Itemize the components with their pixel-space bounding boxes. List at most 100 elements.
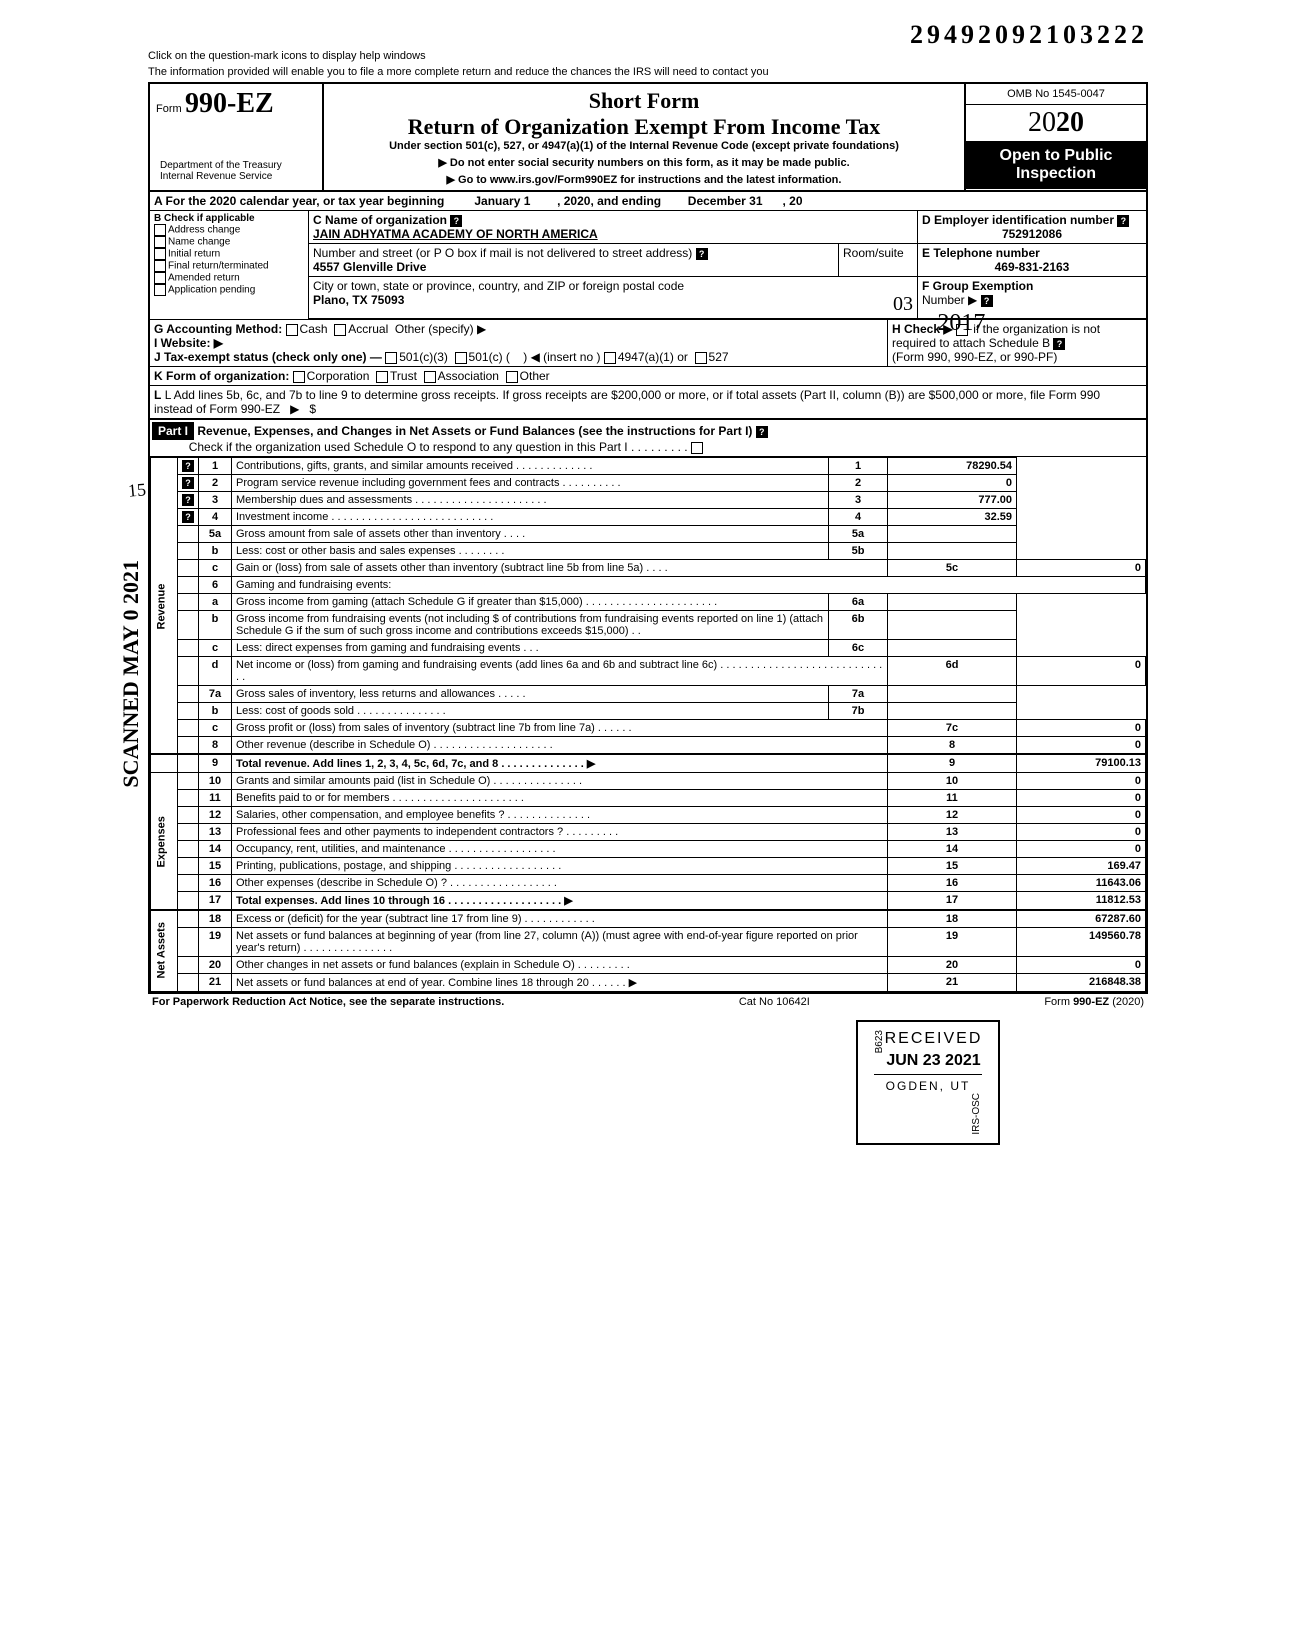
year-prefix: 20 <box>1028 107 1056 138</box>
chk-assoc[interactable] <box>424 371 436 383</box>
vert-expenses: Expenses <box>151 773 178 911</box>
ln6a-t: Gross income from gaming (attach Schedul… <box>236 596 717 608</box>
chk-schedule-o[interactable] <box>691 442 703 454</box>
b-opt-3: Final return/terminated <box>168 261 269 272</box>
open-public-2: Inspection <box>970 165 1142 183</box>
ln9-amt: 79100.13 <box>1017 754 1146 773</box>
chk-501c3[interactable] <box>385 352 397 364</box>
l-arrow: ▶ <box>290 402 299 416</box>
ln1-t: Contributions, gifts, grants, and simila… <box>232 458 829 475</box>
chk-501c[interactable] <box>455 352 467 364</box>
ln4-rn: 4 <box>829 509 888 526</box>
ln2-rn: 2 <box>829 475 888 492</box>
line-a-mid: , 2020, and ending <box>557 194 661 208</box>
ln2-n: 2 <box>199 475 232 492</box>
form-number: 990-EZ <box>185 88 274 119</box>
chk-trust[interactable] <box>376 371 388 383</box>
ln17-rn: 17 <box>888 892 1017 911</box>
help-icon[interactable]: ? <box>182 477 194 489</box>
city-label: City or town, state or province, country… <box>313 279 684 293</box>
ln11-amt: 0 <box>1017 790 1146 807</box>
end-year: , 20 <box>783 194 803 208</box>
ln17-n: 17 <box>199 892 232 911</box>
ln17-t: Total expenses. Add lines 10 through 16 … <box>232 892 888 911</box>
chk-amended[interactable] <box>154 272 166 284</box>
chk-cash[interactable] <box>286 324 298 336</box>
ssn-warning: ▶ Do not enter social security numbers o… <box>328 156 960 169</box>
ln16-n: 16 <box>199 875 232 892</box>
chk-name-change[interactable] <box>154 236 166 248</box>
ln13-rn: 13 <box>888 824 1017 841</box>
chk-pending[interactable] <box>154 284 166 296</box>
chk-corp[interactable] <box>293 371 305 383</box>
k-corp: Corporation <box>307 369 370 383</box>
chk-4947[interactable] <box>604 352 616 364</box>
street: 4557 Glenville Drive <box>313 260 426 274</box>
chk-initial[interactable] <box>154 248 166 260</box>
ln5c-t: Gain or (loss) from sale of assets other… <box>232 560 888 577</box>
chk-other[interactable] <box>506 371 518 383</box>
received-text: RECEIVED <box>885 1030 983 1047</box>
ln20-amt: 0 <box>1017 957 1146 974</box>
help-icon[interactable]: ? <box>756 426 768 438</box>
ln16-t: Other expenses (describe in Schedule O) … <box>232 875 888 892</box>
ln14-rn: 14 <box>888 841 1017 858</box>
chk-accrual[interactable] <box>334 324 346 336</box>
chk-final[interactable] <box>154 260 166 272</box>
b-header: B Check if applicable <box>154 213 304 224</box>
help-icon[interactable]: ? <box>182 511 194 523</box>
ln7c-rn: 7c <box>888 720 1017 737</box>
g-cash: Cash <box>300 322 328 336</box>
ln6b-t: Gross income from fundraising events (no… <box>236 613 823 637</box>
ln10-rn: 10 <box>888 773 1017 790</box>
handwritten-03: 03 <box>893 293 913 316</box>
ln4-t: Investment income . . . . . . . . . . . … <box>232 509 829 526</box>
ln5b-n: b <box>199 543 232 560</box>
ln20-rn: 20 <box>888 957 1017 974</box>
ln12-amt: 0 <box>1017 807 1146 824</box>
b-opt-0: Address change <box>168 225 240 236</box>
chk-527[interactable] <box>695 352 707 364</box>
ln6a-n: a <box>199 594 232 611</box>
ln7c-n: c <box>199 720 232 737</box>
ln12-t: Salaries, other compensation, and employ… <box>232 807 888 824</box>
ln8-rn: 8 <box>888 737 1017 755</box>
g-label: G Accounting Method: <box>154 322 282 336</box>
ln10-t: Grants and similar amounts paid (list in… <box>232 773 888 790</box>
help-icon[interactable]: ? <box>182 494 194 506</box>
help-icon[interactable]: ? <box>1117 215 1129 227</box>
ln5c-amt: 0 <box>1017 560 1146 577</box>
city: Plano, TX 75093 <box>313 293 404 307</box>
dept-treasury: Department of the Treasury <box>160 160 312 171</box>
ln2-amt: 0 <box>888 475 1017 492</box>
ln6c-sb: 6c <box>829 640 888 657</box>
chk-address-change[interactable] <box>154 224 166 236</box>
ln15-t: Printing, publications, postage, and shi… <box>232 858 888 875</box>
ln14-t: Occupancy, rent, utilities, and maintena… <box>232 841 888 858</box>
k-other: Other <box>520 369 550 383</box>
omb-number: OMB No 1545-0047 <box>966 84 1146 105</box>
footer: For Paperwork Reduction Act Notice, see … <box>148 994 1148 1010</box>
begin-date: January 1 <box>474 194 530 208</box>
help-icon[interactable]: ? <box>981 295 993 307</box>
ln6-n: 6 <box>199 577 232 594</box>
footer-mid: Cat No 10642I <box>739 996 810 1008</box>
j-527: 527 <box>709 350 729 364</box>
help-icon[interactable]: ? <box>1053 338 1065 350</box>
help-icon[interactable]: ? <box>450 215 462 227</box>
ln19-rn: 19 <box>888 928 1017 957</box>
help-icon[interactable]: ? <box>696 248 708 260</box>
ln3-rn: 3 <box>829 492 888 509</box>
ln13-n: 13 <box>199 824 232 841</box>
ln21-n: 21 <box>199 974 232 992</box>
document-locator-number: 29492092103222 <box>148 20 1148 50</box>
dept-irs: Internal Revenue Service <box>160 171 312 182</box>
help-icon[interactable]: ? <box>182 460 194 472</box>
ln20-n: 20 <box>199 957 232 974</box>
ln7b-sb: 7b <box>829 703 888 720</box>
ln11-t: Benefits paid to or for members . . . . … <box>232 790 888 807</box>
ln5a-n: 5a <box>199 526 232 543</box>
ln3-amt: 777.00 <box>888 492 1017 509</box>
ln3-t: Membership dues and assessments . . . . … <box>232 492 829 509</box>
ln21-rn: 21 <box>888 974 1017 992</box>
